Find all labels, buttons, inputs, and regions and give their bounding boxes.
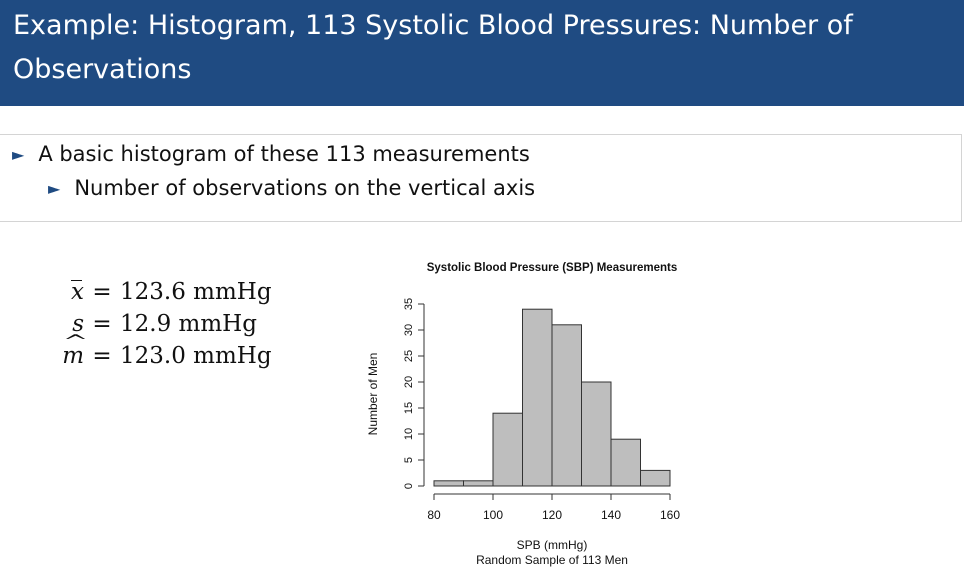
- x-axis-label: SPB (mmHg): [517, 538, 588, 552]
- x-tick-label: 100: [483, 508, 503, 522]
- title-bar: Example: Histogram, 113 Systolic Blood P…: [0, 0, 964, 106]
- chart-title: Systolic Blood Pressure (SBP) Measuremen…: [427, 262, 678, 274]
- bullet-box: [0, 134, 962, 222]
- median-value: 123.0 mmHg: [120, 343, 272, 369]
- bullet-level-1: ► A basic histogram of these 113 measure…: [12, 142, 530, 166]
- summary-statistics: x = 123.6 mmHg s = 12.9 mmHg m = 123.0 mmHg: [58, 276, 272, 372]
- median-symbol: m: [58, 340, 84, 372]
- histogram-bar: [433, 480, 464, 487]
- bullet-text: Number of observations on the vertical a…: [74, 176, 536, 200]
- y-tick-label: 25: [403, 350, 415, 362]
- mean-value: 123.6 mmHg: [120, 279, 272, 305]
- mean-line: x = 123.6 mmHg: [58, 276, 272, 308]
- bullet-arrow-icon: ►: [48, 178, 61, 198]
- x-tick-label: 120: [542, 508, 562, 522]
- y-axis-label: Number of Men: [366, 353, 380, 436]
- y-tick-label: 30: [403, 324, 415, 336]
- median-line: m = 123.0 mmHg: [58, 340, 272, 372]
- histogram-bar: [463, 480, 494, 487]
- sd-symbol: s: [72, 311, 84, 337]
- histogram-bar: [581, 381, 612, 487]
- bullet-arrow-icon: ►: [12, 144, 25, 164]
- equals-sign: =: [92, 343, 112, 369]
- y-tick-label: 5: [403, 457, 415, 463]
- histogram-bar: [610, 438, 641, 487]
- equals-sign: =: [92, 279, 112, 305]
- sd-line: s = 12.9 mmHg: [58, 308, 272, 340]
- slide-title: Example: Histogram, 113 Systolic Blood P…: [13, 10, 853, 85]
- x-tick-label: 140: [601, 508, 621, 522]
- x-axis-sublabel: Random Sample of 113 Men: [476, 553, 628, 567]
- mean-symbol: x: [58, 276, 84, 308]
- x-tick-label: 80: [427, 508, 441, 522]
- histogram-bar: [551, 324, 582, 487]
- y-tick-label: 10: [403, 428, 415, 440]
- histogram-bar: [522, 308, 553, 487]
- y-tick-label: 35: [403, 298, 415, 310]
- histogram-bar: [492, 412, 523, 487]
- histogram-bar: [640, 469, 671, 487]
- y-tick-label: 0: [403, 483, 415, 489]
- bullet-text: A basic histogram of these 113 measureme…: [38, 142, 530, 166]
- x-tick-label: 160: [660, 508, 680, 522]
- y-tick-label: 20: [403, 376, 415, 388]
- sd-value: 12.9 mmHg: [120, 311, 257, 337]
- bullet-level-2: ► Number of observations on the vertical…: [48, 176, 535, 200]
- equals-sign: =: [92, 311, 112, 337]
- y-tick-label: 15: [403, 402, 415, 414]
